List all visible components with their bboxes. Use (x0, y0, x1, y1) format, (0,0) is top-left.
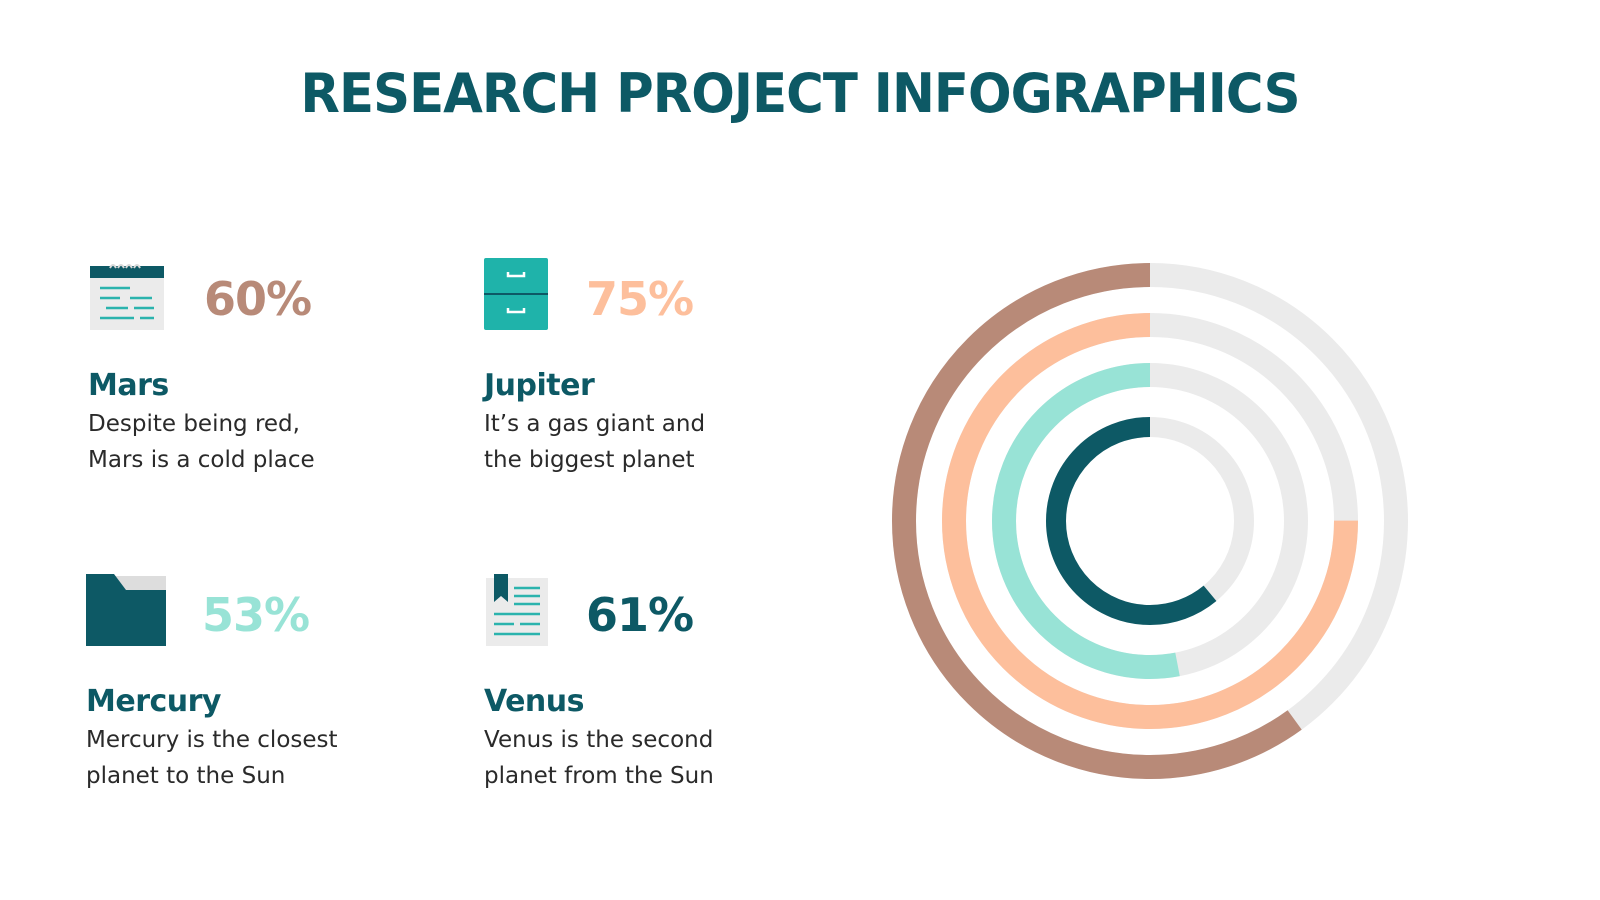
drawer-cabinet-icon (484, 258, 548, 330)
ring-arc-mars (892, 263, 1408, 779)
description-line: the biggest planet (484, 447, 695, 473)
description-line: Mercury is the closest (86, 727, 338, 753)
bookmark-document-icon (486, 574, 548, 646)
description-line: Despite being red, (88, 411, 300, 437)
description-line: Venus is the second (484, 727, 714, 753)
description-line: planet from the Sun (484, 763, 714, 789)
percent-value: 61% (586, 588, 694, 642)
planet-name: Venus (484, 684, 585, 719)
page-title: RESEARCH PROJECT INFOGRAPHICS (300, 62, 1300, 125)
planet-description: It’s a gas giant and the biggest planet (484, 406, 824, 478)
notepad-icon (90, 264, 164, 330)
planet-name: Mars (88, 368, 169, 403)
ring-arc-venus (1046, 417, 1254, 625)
ring-arc-mercury (992, 363, 1308, 679)
ring-arc-jupiter (942, 313, 1358, 729)
planet-description: Despite being red, Mars is a cold place (88, 406, 428, 478)
planet-name: Jupiter (484, 368, 595, 403)
description-line: planet to the Sun (86, 763, 286, 789)
planet-description: Venus is the second planet from the Sun (484, 722, 824, 794)
planet-description: Mercury is the closest planet to the Sun (86, 722, 426, 794)
planet-name: Mercury (86, 684, 222, 719)
description-line: Mars is a cold place (88, 447, 315, 473)
folder-icon (86, 574, 166, 646)
percent-value: 75% (586, 272, 694, 326)
percent-value: 53% (202, 588, 310, 642)
percent-value: 60% (204, 272, 312, 326)
radial-progress-chart (892, 263, 1408, 779)
description-line: It’s a gas giant and (484, 411, 706, 437)
